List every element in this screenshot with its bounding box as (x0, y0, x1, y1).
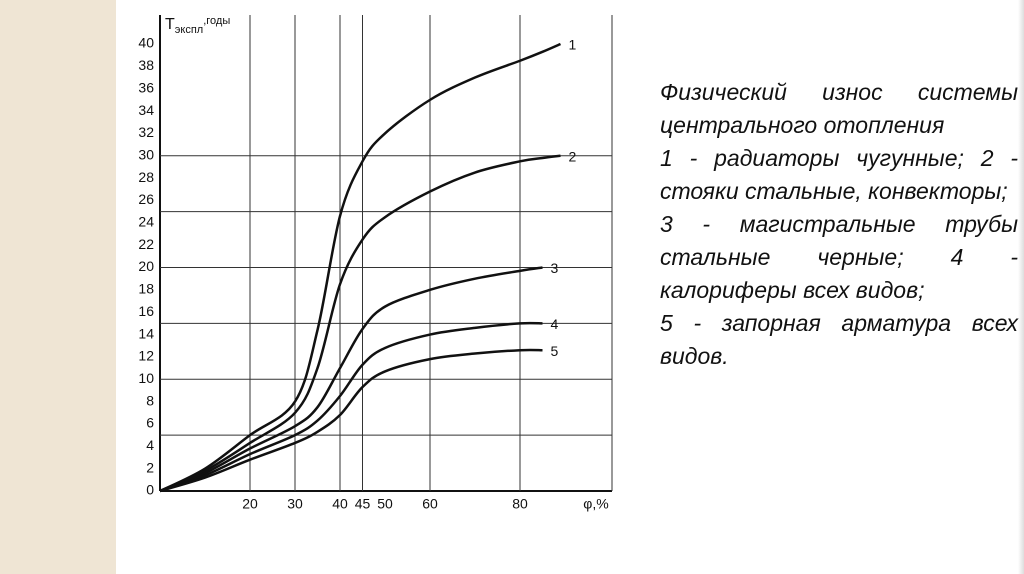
decor-stripe (0, 0, 116, 574)
series-line (159, 348, 543, 493)
y-tick-label: 36 (138, 79, 154, 95)
caption-line: Физический износ системы центрального от… (660, 79, 1018, 138)
y-label-unit: ,годы (203, 15, 230, 27)
decor-edge (1018, 0, 1024, 574)
y-tick-label: 6 (146, 415, 154, 431)
series-label: 1 (569, 37, 577, 53)
x-tick-label: 20 (242, 496, 258, 512)
y-label-main: Т (165, 16, 175, 33)
x-tick-label: 30 (287, 496, 303, 512)
y-label-sub: экспл (175, 24, 203, 36)
y-axis-label: Тэкспл,годы (165, 15, 230, 36)
series-label: 3 (551, 260, 559, 276)
series-label: 5 (551, 343, 559, 359)
series-line (159, 266, 543, 493)
x-axis-label: φ,% (583, 496, 608, 512)
x-tick-label: 80 (512, 496, 528, 512)
y-tick-label: 34 (138, 102, 154, 118)
y-tick-label: 18 (138, 281, 154, 297)
y-tick-label: 28 (138, 169, 154, 185)
y-tick-label: 26 (138, 191, 154, 207)
y-tick-label: 40 (138, 35, 154, 51)
x-tick-label: 60 (422, 496, 438, 512)
series-line (159, 154, 561, 493)
y-tick-label: 16 (138, 303, 154, 319)
y-tick-label: 0 (146, 482, 154, 498)
series-label: 4 (551, 316, 559, 332)
x-tick-label: 40 (332, 496, 348, 512)
caption-line: 3 - магистральные трубы стальные черные;… (660, 211, 1018, 303)
x-tick-label: 45 (355, 496, 371, 512)
y-tick-label: 24 (138, 214, 154, 230)
y-tick-label: 12 (138, 348, 154, 364)
caption: Физический износ системы центрального от… (660, 76, 1018, 373)
y-tick-label: 32 (138, 124, 154, 140)
y-tick-label: 8 (146, 392, 154, 408)
y-tick-label: 22 (138, 236, 154, 252)
y-tick-label: 30 (138, 146, 154, 162)
y-tick-label: 20 (138, 258, 154, 274)
y-tick-label: 2 (146, 459, 154, 475)
series-line (159, 321, 543, 493)
series-label: 2 (569, 148, 577, 164)
y-tick-label: 38 (138, 57, 154, 73)
y-tick-label: 14 (138, 325, 154, 341)
caption-line: 1 - радиаторы чугунные; 2 - стояки сталь… (660, 145, 1018, 204)
y-tick-label: 10 (138, 370, 154, 386)
caption-line: 5 - запорная арматура всех видов. (660, 310, 1018, 369)
x-tick-label: 50 (377, 496, 393, 512)
series-line (159, 42, 561, 493)
y-tick-label: 4 (146, 437, 154, 453)
